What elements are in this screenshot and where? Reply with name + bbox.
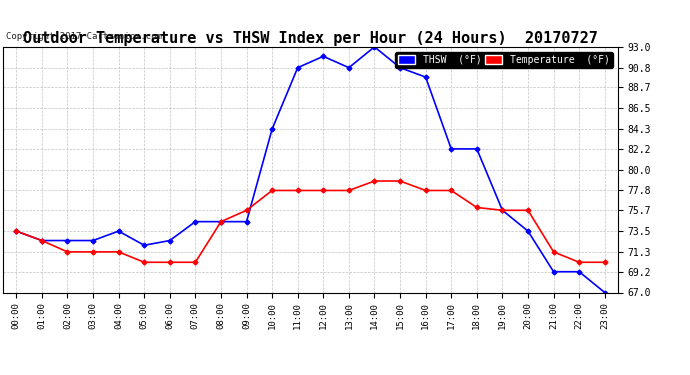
Title: Outdoor Temperature vs THSW Index per Hour (24 Hours)  20170727: Outdoor Temperature vs THSW Index per Ho… xyxy=(23,31,598,46)
Legend: THSW  (°F), Temperature  (°F): THSW (°F), Temperature (°F) xyxy=(395,52,613,68)
Text: Copyright 2017 Cartronics.com: Copyright 2017 Cartronics.com xyxy=(6,32,161,41)
